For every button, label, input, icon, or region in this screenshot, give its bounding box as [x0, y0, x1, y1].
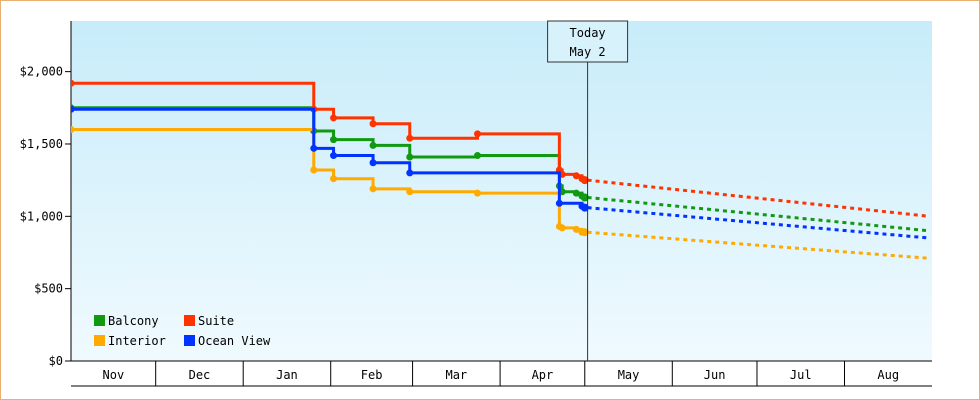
series-line-ocean-view	[71, 107, 587, 208]
series-interior	[71, 126, 930, 260]
legend-swatch-ocean-view	[184, 335, 195, 346]
series-ocean-view	[71, 105, 930, 240]
data-point	[369, 159, 377, 167]
x-tick-label: Nov	[103, 368, 125, 382]
data-point	[555, 199, 563, 207]
data-point	[330, 152, 338, 160]
legend-swatch-balcony	[94, 315, 105, 326]
data-point	[406, 134, 414, 142]
x-tick-label: Mar	[445, 368, 467, 382]
data-point	[474, 152, 482, 160]
y-tick-label: $500	[34, 282, 63, 296]
x-tick-label: Jun	[704, 368, 726, 382]
y-tick-label: $1,500	[20, 137, 63, 151]
series-layer	[71, 79, 930, 260]
y-tick-label: $2,000	[20, 65, 63, 79]
data-point	[71, 126, 75, 134]
forecast-line-ocean-view	[587, 206, 930, 240]
data-point	[71, 105, 75, 113]
today-date-label: May 2	[570, 45, 606, 59]
x-tick-label: May	[618, 368, 640, 382]
y-tick-label: $0	[49, 354, 63, 368]
forecast-line-suite	[587, 178, 930, 218]
data-point	[580, 193, 589, 202]
data-point	[406, 153, 414, 161]
data-point	[406, 169, 414, 177]
legend: Balcony Suite Interior Ocean View	[94, 314, 271, 348]
forecast-line-balcony	[587, 196, 930, 233]
data-point	[558, 224, 566, 232]
data-point	[330, 114, 338, 122]
data-point	[71, 79, 75, 87]
data-point	[474, 189, 482, 197]
data-point	[330, 175, 338, 183]
data-point	[330, 136, 338, 144]
data-point	[580, 203, 589, 212]
legend-swatch-interior	[94, 335, 105, 346]
plot-area	[71, 21, 932, 361]
data-point	[310, 166, 318, 174]
legend-label-ocean-view: Ocean View	[198, 334, 271, 348]
data-point	[580, 176, 589, 185]
legend-label-interior: Interior	[108, 334, 166, 348]
x-tick-label: Dec	[189, 368, 211, 382]
data-point	[572, 189, 580, 197]
data-point	[369, 185, 377, 193]
data-point	[572, 172, 580, 180]
data-point	[369, 120, 377, 128]
x-tick-label: Feb	[361, 368, 383, 382]
forecast-line-interior	[587, 230, 930, 260]
today-marker: Today May 2	[547, 20, 629, 361]
data-point	[310, 144, 318, 152]
x-tick-label: Jan	[276, 368, 298, 382]
legend-swatch-suite	[184, 315, 195, 326]
x-tick-label: Apr	[532, 368, 554, 382]
x-tick-label: Aug	[877, 368, 899, 382]
data-point	[369, 141, 377, 149]
x-tick-label: Jul	[790, 368, 812, 382]
y-tick-label: $1,000	[20, 209, 63, 223]
legend-label-suite: Suite	[198, 314, 234, 328]
series-suite	[71, 79, 930, 218]
today-box	[547, 20, 629, 63]
data-point	[474, 130, 482, 138]
today-label: Today	[570, 26, 606, 40]
x-axis: Nov Dec Jan Feb Mar Apr May Jun Jul Aug	[71, 360, 932, 387]
y-axis: $0 $500 $1,000 $1,500 $2,000	[20, 21, 72, 368]
data-point	[572, 225, 580, 233]
legend-label-balcony: Balcony	[108, 314, 159, 328]
data-point	[580, 228, 589, 237]
data-point	[406, 188, 414, 196]
